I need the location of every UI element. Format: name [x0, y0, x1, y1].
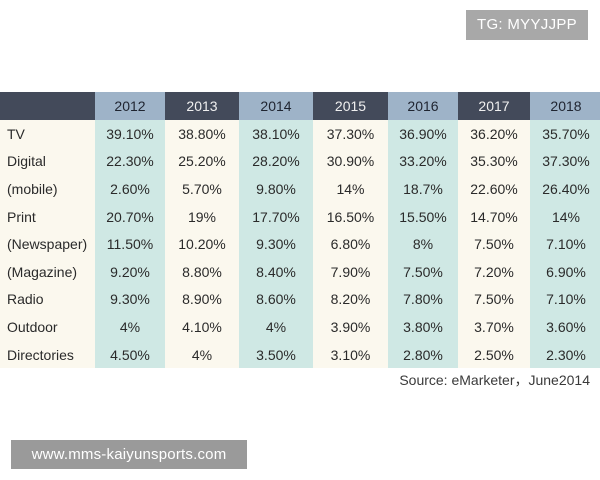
table-cell: 3.10%	[313, 340, 388, 369]
table-row: (Newspaper) 11.50% 10.20% 9.30% 6.80% 8% 7.50%…	[0, 230, 600, 258]
table-cell: 22.30%	[95, 147, 165, 176]
row-label: TV	[0, 120, 95, 148]
table-row: Print 20.70% 19% 17.70% 16.50% 15.50% 14.70% 14…	[0, 202, 600, 231]
row-label: Print	[0, 202, 95, 231]
table-cell: 3.60%	[530, 313, 600, 341]
table-header-row: 2012 2013 2014 2015 2016 2017 2018	[0, 92, 600, 120]
watermark-badge-bottom: www.mms-kaiyunsports.com	[11, 440, 247, 469]
table-cell: 10.20%	[165, 230, 239, 258]
table-row: TV 39.10% 38.80% 38.10% 37.30% 36.90% 36.20% 35…	[0, 120, 600, 148]
table-cell: 37.30%	[313, 120, 388, 148]
table-cell: 35.30%	[458, 147, 530, 176]
table-cell: 8%	[388, 230, 458, 258]
table-cell: 38.80%	[165, 120, 239, 148]
table-cell: 18.7%	[388, 175, 458, 203]
table-cell: 7.50%	[458, 230, 530, 258]
table-cell: 9.80%	[239, 175, 313, 203]
row-label: (Magazine)	[0, 257, 95, 286]
table-cell: 3.90%	[313, 313, 388, 341]
column-header: 2017	[458, 92, 530, 120]
column-header: 2012	[95, 92, 165, 120]
table-cell: 2.50%	[458, 340, 530, 369]
column-header: 2015	[313, 92, 388, 120]
table-cell: 20.70%	[95, 202, 165, 231]
table-cell: 14%	[530, 202, 600, 231]
table-cell: 17.70%	[239, 202, 313, 231]
column-header: 2013	[165, 92, 239, 120]
table-cell: 19%	[165, 202, 239, 231]
column-header: 2018	[530, 92, 600, 120]
table-cell: 26.40%	[530, 175, 600, 203]
table-cell: 22.60%	[458, 175, 530, 203]
table-row: (mobile) 2.60% 5.70% 9.80% 14% 18.7% 22.60% 26.…	[0, 175, 600, 203]
table-cell: 35.70%	[530, 120, 600, 148]
table-cell: 7.10%	[530, 230, 600, 258]
table-cell: 25.20%	[165, 147, 239, 176]
table-cell: 8.80%	[165, 257, 239, 286]
table-cell: 33.20%	[388, 147, 458, 176]
table-cell: 3.80%	[388, 313, 458, 341]
table-cell: 7.20%	[458, 257, 530, 286]
table-cell: 4%	[239, 313, 313, 341]
table-cell: 8.90%	[165, 285, 239, 314]
table-cell: 3.50%	[239, 340, 313, 369]
row-label: Outdoor	[0, 313, 95, 341]
table-cell: 11.50%	[95, 230, 165, 258]
table-cell: 3.70%	[458, 313, 530, 341]
table-row: Radio 9.30% 8.90% 8.60% 8.20% 7.80% 7.50% 7.10%	[0, 285, 600, 314]
table-row: Directories 4.50% 4% 3.50% 3.10% 2.80% 2.50% 2.…	[0, 340, 600, 369]
table-cell: 15.50%	[388, 202, 458, 231]
table-cell: 4%	[95, 313, 165, 341]
table-cell: 6.80%	[313, 230, 388, 258]
column-header: 2016	[388, 92, 458, 120]
table-row: Digital 22.30% 25.20% 28.20% 30.90% 33.20% 35.…	[0, 147, 600, 176]
row-label: (Newspaper)	[0, 230, 95, 258]
table-row: Outdoor 4% 4.10% 4% 3.90% 3.80% 3.70% 3.60%	[0, 313, 600, 341]
table-cell: 39.10%	[95, 120, 165, 148]
watermark-badge-top: TG: MYYJJPP	[466, 10, 588, 40]
table-cell: 7.50%	[388, 257, 458, 286]
table-cell: 8.60%	[239, 285, 313, 314]
column-header: 2014	[239, 92, 313, 120]
table-cell: 14%	[313, 175, 388, 203]
table-cell: 37.30%	[530, 147, 600, 176]
table-cell: 38.10%	[239, 120, 313, 148]
table-cell: 2.30%	[530, 340, 600, 369]
table-cell: 4.50%	[95, 340, 165, 369]
media-share-table: 2012 2013 2014 2015 2016 2017 2018 TV 39.…	[0, 92, 600, 369]
table-cell: 2.60%	[95, 175, 165, 203]
row-label: Directories	[0, 340, 95, 369]
table-cell: 5.70%	[165, 175, 239, 203]
table-header-corner	[0, 92, 95, 120]
table-cell: 14.70%	[458, 202, 530, 231]
table-cell: 28.20%	[239, 147, 313, 176]
table-cell: 7.10%	[530, 285, 600, 314]
table-row: (Magazine) 9.20% 8.80% 8.40% 7.90% 7.50% 7.20%…	[0, 257, 600, 286]
row-label: Digital	[0, 147, 95, 176]
table-body: TV 39.10% 38.80% 38.10% 37.30% 36.90% 36.20% 35…	[0, 120, 600, 369]
table-cell: 9.30%	[239, 230, 313, 258]
table-cell: 36.90%	[388, 120, 458, 148]
row-label: Radio	[0, 285, 95, 314]
table-cell: 9.20%	[95, 257, 165, 286]
table-cell: 16.50%	[313, 202, 388, 231]
table-cell: 30.90%	[313, 147, 388, 176]
table-cell: 4.10%	[165, 313, 239, 341]
table-cell: 36.20%	[458, 120, 530, 148]
table-cell: 7.80%	[388, 285, 458, 314]
row-label: (mobile)	[0, 175, 95, 203]
table-cell: 9.30%	[95, 285, 165, 314]
table-cell: 2.80%	[388, 340, 458, 369]
table-cell: 8.20%	[313, 285, 388, 314]
table-cell: 6.90%	[530, 257, 600, 286]
table-cell: 7.50%	[458, 285, 530, 314]
table-cell: 4%	[165, 340, 239, 369]
table-cell: 7.90%	[313, 257, 388, 286]
source-note: Source: eMarketer，June2014	[399, 372, 590, 388]
table-cell: 8.40%	[239, 257, 313, 286]
